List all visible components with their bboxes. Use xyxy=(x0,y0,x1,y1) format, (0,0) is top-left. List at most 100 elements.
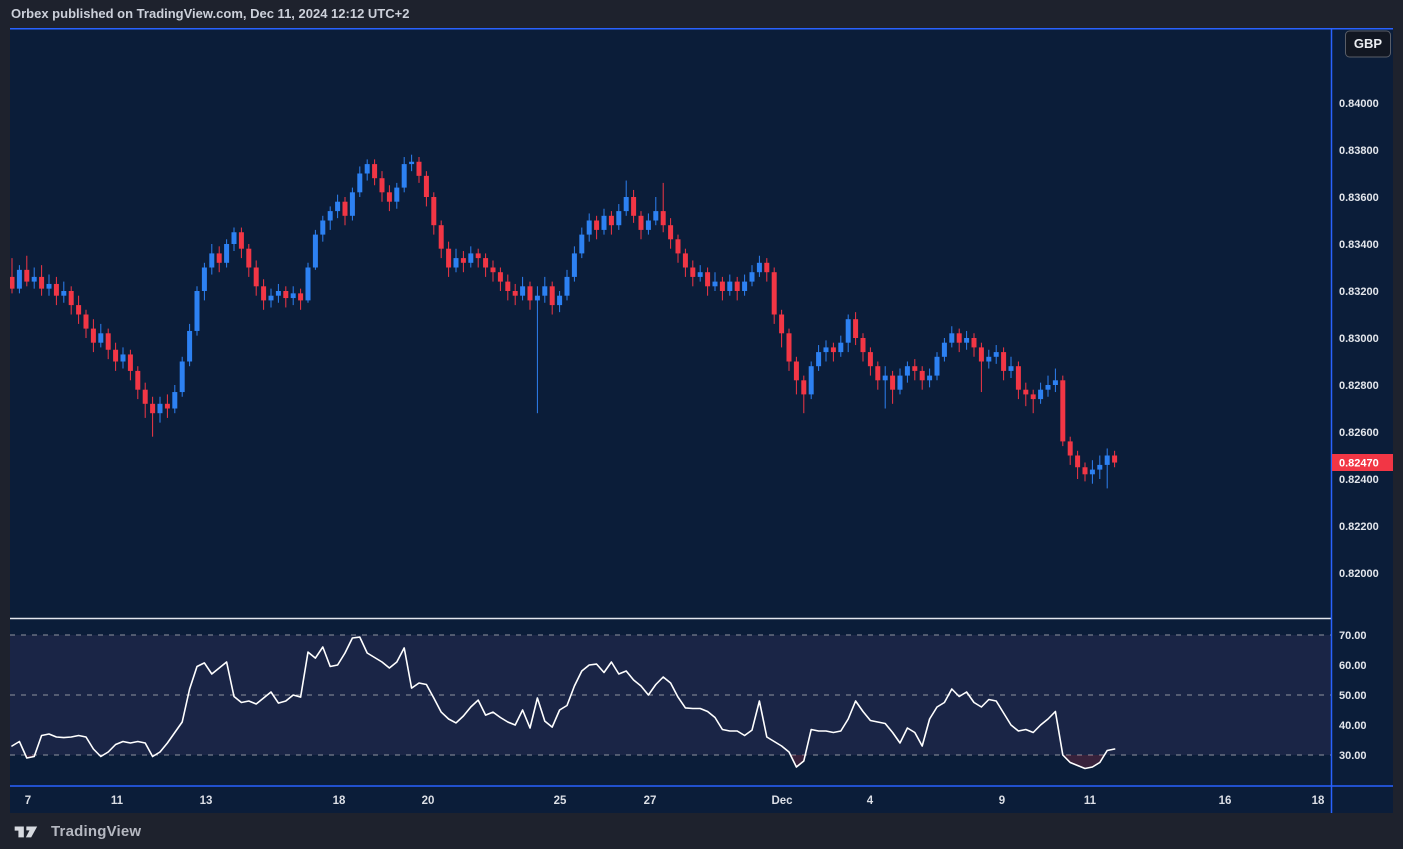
price-tick-label[interactable]: 0.83400 xyxy=(1339,239,1379,251)
candle-body xyxy=(712,281,718,287)
candle-body xyxy=(298,293,304,301)
candle-body xyxy=(838,342,844,353)
candle-body xyxy=(275,291,281,296)
price-tick-label[interactable]: 0.83000 xyxy=(1339,333,1379,345)
candle-body xyxy=(460,258,466,263)
time-tick-label-9[interactable]: 9 xyxy=(999,795,1005,807)
brand-name[interactable]: TradingView xyxy=(51,822,142,840)
price-axis-labels[interactable]: 0.84000 0.83800 0.83600 0.83400 0.83200 0.830… xyxy=(1339,98,1379,580)
candle-body xyxy=(416,161,422,176)
candle-body xyxy=(682,253,688,268)
candle-body xyxy=(779,314,785,334)
candle-body xyxy=(194,291,200,331)
candle-body xyxy=(653,211,659,221)
time-tick-label-16[interactable]: 16 xyxy=(1219,795,1232,807)
candle-body xyxy=(1030,394,1036,400)
candle-body xyxy=(845,319,851,343)
price-tick-label[interactable]: 0.84000 xyxy=(1339,98,1379,110)
candle-body xyxy=(120,354,126,362)
candle-body xyxy=(816,352,822,367)
rsi-tick-label[interactable]: 50.00 xyxy=(1339,690,1367,702)
candle-body xyxy=(601,215,607,230)
price-tick-label[interactable]: 0.82800 xyxy=(1339,380,1379,392)
candle-body xyxy=(557,295,563,306)
candle-body xyxy=(897,375,903,390)
time-tick-label-7[interactable]: 7 xyxy=(25,795,31,807)
candle-body xyxy=(853,319,859,338)
publication-bar: Orbex published on TradingView.com, Dec … xyxy=(0,0,1403,28)
candle-body xyxy=(594,220,600,230)
candle-body xyxy=(638,215,644,230)
candle-body xyxy=(867,352,873,367)
candle-body xyxy=(201,267,207,291)
candle-body xyxy=(734,281,740,291)
tradingview-logo-icon[interactable] xyxy=(13,822,43,841)
candle-body xyxy=(564,276,570,296)
candle-body xyxy=(290,293,296,299)
time-tick-label-20[interactable]: 20 xyxy=(422,795,435,807)
candle-body xyxy=(631,197,637,216)
time-tick-label-13[interactable]: 13 xyxy=(200,795,213,807)
candle-body xyxy=(608,215,614,226)
candle-body xyxy=(1015,366,1021,390)
time-tick-label-11[interactable]: 11 xyxy=(1084,795,1097,807)
candle-body xyxy=(1001,352,1007,371)
time-tick-label-25[interactable]: 25 xyxy=(554,795,567,807)
candle-body xyxy=(586,220,592,235)
candle-body xyxy=(890,375,896,390)
candle-body xyxy=(571,253,577,277)
candle-body xyxy=(668,225,674,240)
candle-body xyxy=(1045,385,1051,390)
price-tick-label[interactable]: 0.83800 xyxy=(1339,145,1379,157)
candle-body xyxy=(549,286,555,306)
candle-body xyxy=(423,175,429,197)
candle-body xyxy=(1038,389,1044,400)
price-tick-label[interactable]: 0.82000 xyxy=(1339,568,1379,580)
price-tick-label[interactable]: 0.82600 xyxy=(1339,427,1379,439)
candle-body xyxy=(534,295,540,301)
candle-body xyxy=(616,211,622,226)
time-axis-labels[interactable]: 7 11 13 18 20 25 27 Dec 4 9 11 16 18 xyxy=(25,795,1325,807)
rsi-tick-label[interactable]: 60.00 xyxy=(1339,660,1367,672)
time-tick-label-11[interactable]: 11 xyxy=(111,795,124,807)
candle-body xyxy=(453,258,459,268)
time-tick-label-27[interactable]: 27 xyxy=(644,795,657,807)
candle-body xyxy=(742,281,748,291)
candle-body xyxy=(941,342,947,357)
candle-body xyxy=(978,347,984,362)
candle-body xyxy=(705,272,711,287)
time-tick-label-18[interactable]: 18 xyxy=(1312,795,1325,807)
rsi-tick-label[interactable]: 70.00 xyxy=(1339,630,1367,642)
candle-body xyxy=(172,392,178,409)
candle-body xyxy=(283,291,289,299)
rsi-tick-label[interactable]: 40.00 xyxy=(1339,720,1367,732)
candle-body xyxy=(808,366,814,395)
candle-body xyxy=(135,370,141,390)
candle-body xyxy=(675,239,681,254)
currency-badge[interactable]: GBP xyxy=(1345,30,1391,58)
rsi-axis-labels[interactable]: 70.00 60.00 50.00 40.00 30.00 xyxy=(1339,630,1367,762)
candle-body xyxy=(1008,366,1014,371)
rsi-tick-label[interactable]: 30.00 xyxy=(1339,750,1367,762)
price-tick-label[interactable]: 0.83200 xyxy=(1339,286,1379,298)
price-tick-label[interactable]: 0.83600 xyxy=(1339,192,1379,204)
candle-body xyxy=(113,349,119,362)
candle-body xyxy=(512,291,518,296)
right-frame-strip xyxy=(1393,28,1403,813)
candle-body xyxy=(409,161,415,165)
candle-body xyxy=(934,356,940,376)
candle-body xyxy=(312,234,318,268)
candle-body xyxy=(1052,380,1058,385)
candlestick-series xyxy=(10,154,1118,489)
time-tick-label-4[interactable]: 4 xyxy=(867,795,874,807)
time-tick-label-Dec[interactable]: Dec xyxy=(771,795,793,807)
candle-body xyxy=(793,361,799,381)
candle-body xyxy=(379,178,385,193)
time-tick-label-18[interactable]: 18 xyxy=(333,795,346,807)
candle-body xyxy=(483,258,489,268)
last-price-badge: 0.82470 xyxy=(1332,454,1393,471)
price-tick-label[interactable]: 0.82200 xyxy=(1339,521,1379,533)
price-tick-label[interactable]: 0.82400 xyxy=(1339,474,1379,486)
candle-body xyxy=(10,276,15,289)
